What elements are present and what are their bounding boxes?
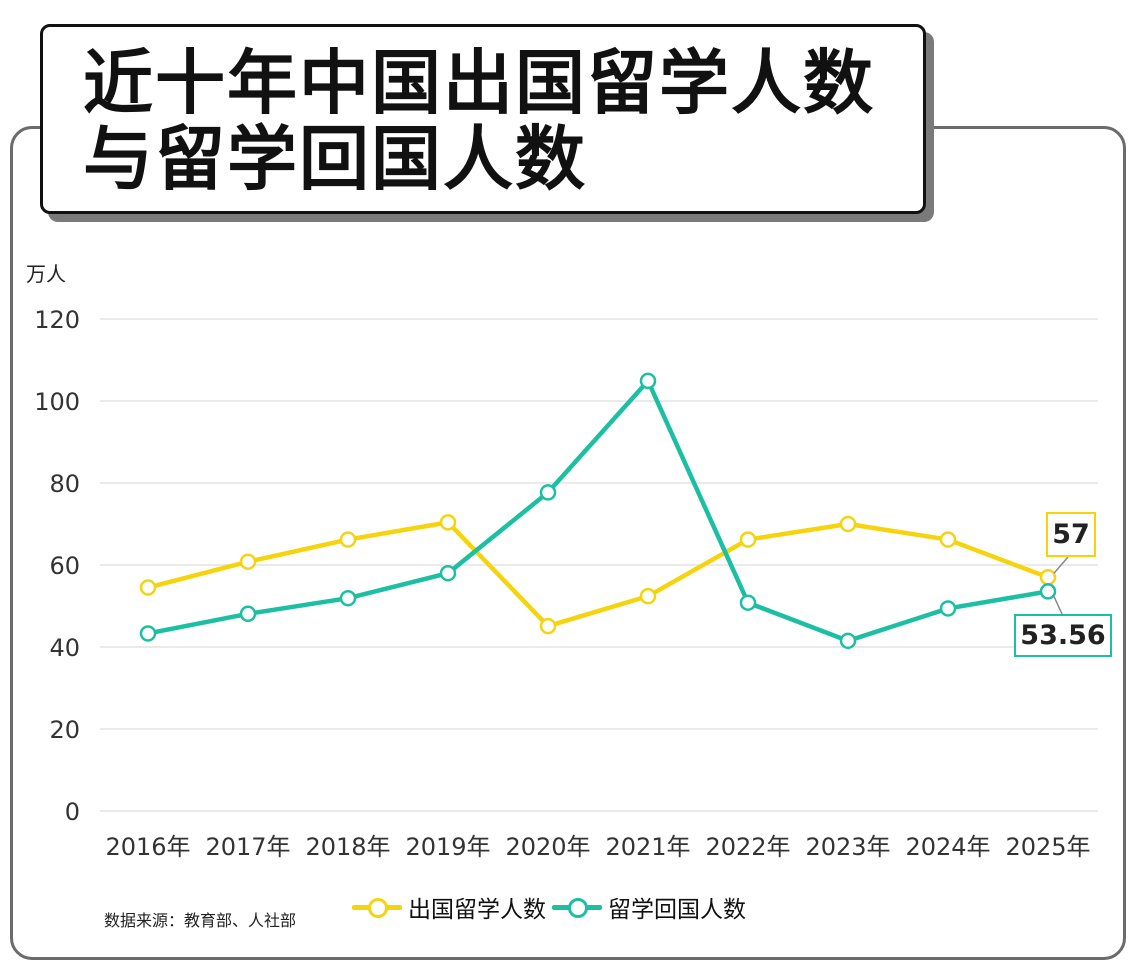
data-point-returned-2016: [139, 625, 157, 642]
chart-frame: [10, 126, 1126, 960]
data-point-outbound-2021: [639, 587, 657, 605]
y-tick-label-120: 120: [34, 306, 80, 334]
x-tick-label-2016: 2016年: [105, 833, 190, 861]
x-tick-label-2023: 2023年: [805, 833, 890, 861]
callout-leader-returned: [1053, 596, 1063, 615]
y-tick-label-0: 0: [65, 798, 80, 826]
data-point-returned-2025: [1039, 583, 1057, 600]
chart-title: 近十年中国出国留学人数与留学回国人数: [83, 42, 875, 200]
callout-leader-outbound: [1053, 556, 1069, 574]
title-box: 近十年中国出国留学人数与留学回国人数: [40, 24, 926, 214]
data-point-outbound-2018: [339, 531, 357, 548]
data-point-returned-2020: [539, 484, 557, 501]
data-point-outbound-2024: [939, 531, 957, 548]
y-tick-label-100: 100: [34, 388, 80, 416]
y-tick-label-20: 20: [49, 716, 80, 744]
data-point-outbound-2019: [439, 514, 457, 531]
x-tick-label-2020: 2020年: [505, 833, 590, 861]
legend-swatch-returned: [552, 897, 602, 918]
y-tick-label-40: 40: [49, 634, 80, 662]
data-point-outbound-2017: [239, 553, 257, 570]
data-point-outbound-2020: [539, 617, 557, 635]
y-axis-unit-label: 万人: [26, 262, 66, 286]
x-tick-label-2017: 2017年: [205, 833, 290, 861]
series-line-outbound: [145, 520, 1051, 629]
data-point-returned-2022: [739, 594, 757, 611]
data-point-outbound-2023: [839, 515, 857, 533]
y-tick-label-60: 60: [49, 552, 80, 580]
y-tick-label-80: 80: [49, 470, 80, 498]
x-tick-label-2025: 2025年: [1005, 833, 1090, 861]
data-point-returned-2023: [839, 632, 857, 650]
data-point-returned-2017: [239, 605, 257, 623]
series-line-returned: [145, 378, 1051, 644]
legend: 出国留学人数 留学回国人数: [352, 887, 746, 927]
legend-item-returned[interactable]: 留学回国人数: [552, 890, 746, 924]
data-point-returned-2019: [439, 564, 457, 582]
legend-label-outbound: 出国留学人数: [408, 897, 546, 923]
data-point-returned-2021: [639, 372, 657, 390]
legend-item-outbound[interactable]: 出国留学人数: [352, 890, 546, 924]
legend-label-returned: 留学回国人数: [608, 897, 746, 923]
outbound-last-value-callout: 57: [1046, 512, 1096, 557]
data-point-returned-2024: [939, 600, 957, 617]
returned-last-value-callout: 53.56: [1014, 614, 1112, 657]
data-point-outbound-2022: [739, 531, 757, 548]
x-tick-label-2021: 2021年: [605, 833, 690, 861]
legend-swatch-outbound: [352, 897, 402, 918]
data-point-outbound-2016: [139, 579, 157, 596]
data-source-note: 数据来源：教育部、人社部: [104, 911, 297, 930]
x-tick-label-2019: 2019年: [405, 833, 490, 861]
x-tick-label-2024: 2024年: [905, 833, 990, 861]
x-tick-label-2018: 2018年: [305, 833, 390, 861]
data-point-returned-2018: [339, 589, 357, 607]
data-point-outbound-2025: [1039, 569, 1057, 586]
x-tick-label-2022: 2022年: [705, 833, 790, 861]
